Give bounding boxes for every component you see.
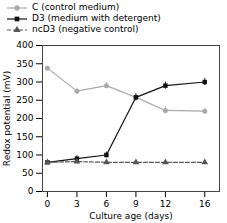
svg-text:400: 400 xyxy=(16,40,33,50)
svg-text:100: 100 xyxy=(16,150,33,160)
svg-text:300: 300 xyxy=(16,77,33,87)
svg-text:150: 150 xyxy=(16,132,33,142)
svg-text:200: 200 xyxy=(16,113,33,123)
svg-text:50: 50 xyxy=(22,168,34,178)
svg-text:350: 350 xyxy=(16,59,33,69)
svg-text:0: 0 xyxy=(28,186,34,196)
svg-text:0: 0 xyxy=(45,199,51,209)
html-text:D3 (medium with detergent): D3 (medium with detergent) xyxy=(32,13,161,23)
svg-text:9: 9 xyxy=(133,199,139,209)
html-text:C (control medium): C (control medium) xyxy=(32,2,120,12)
svg-text:3: 3 xyxy=(74,199,80,209)
svg-text:Redox potential (mV): Redox potential (mV) xyxy=(2,71,12,166)
svg-text:Culture age (days): Culture age (days) xyxy=(89,211,173,221)
svg-text:12: 12 xyxy=(160,199,171,209)
svg-text:16: 16 xyxy=(199,199,211,209)
svg-text:250: 250 xyxy=(16,95,33,105)
html-text:ncD3 (negative control): ncD3 (negative control) xyxy=(32,24,139,34)
svg-text:6: 6 xyxy=(104,199,110,209)
